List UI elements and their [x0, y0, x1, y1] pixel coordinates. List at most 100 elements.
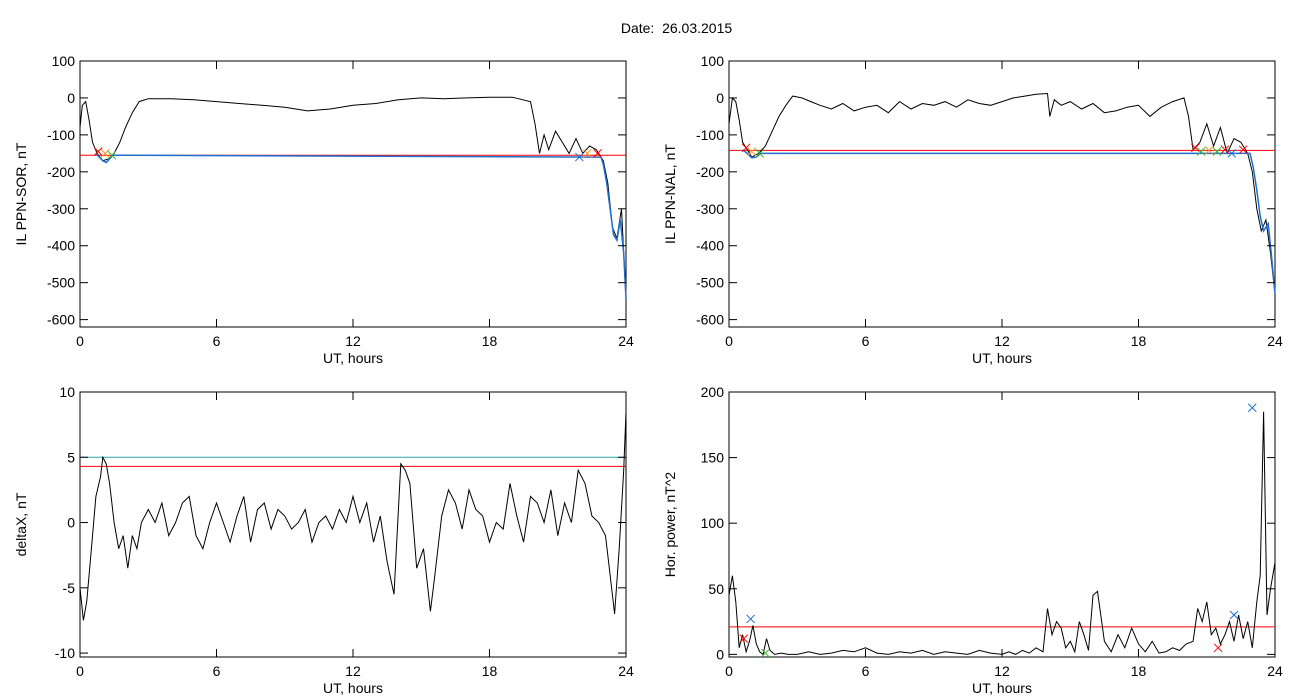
- x-tick-label: 0: [76, 333, 84, 349]
- x-tick-label: 12: [994, 663, 1010, 679]
- series-line-1: [742, 149, 1276, 294]
- y-tick-label: 200: [701, 384, 725, 400]
- x-marker: [747, 147, 757, 156]
- x-tick-label: 6: [862, 663, 870, 679]
- x-marker: [739, 634, 749, 643]
- x-tick-label: 6: [862, 333, 870, 349]
- y-axis-label: IL PPN-NAL, nT: [662, 144, 678, 244]
- x-marker-stroke: [1220, 145, 1230, 155]
- y-tick-label: -200: [47, 164, 75, 180]
- x-marker-stroke: [1213, 643, 1223, 653]
- x-axis-label: UT, hours: [972, 680, 1032, 696]
- x-marker: [741, 143, 751, 153]
- x-tick-label: 18: [482, 663, 498, 679]
- y-tick-label: -500: [47, 275, 75, 291]
- plot-frame: [79, 60, 627, 328]
- chart-panel-il-ppn-nal: 0 6 12 18 24 100 0 -100 -200 -300 -400 -500 -600 UT, …: [662, 53, 1283, 366]
- figure-title: Date: 26.03.2015: [620, 20, 733, 36]
- x-marker: [1196, 147, 1206, 156]
- x-marker: [1212, 147, 1222, 156]
- y-tick-label: -100: [696, 127, 724, 143]
- x-marker: [1220, 145, 1230, 155]
- x-tick-label: 18: [482, 333, 498, 349]
- x-tick-label: 6: [213, 663, 221, 679]
- y-axis-label: deltaX, nT: [13, 492, 29, 556]
- x-tick-label: 24: [1267, 333, 1283, 349]
- y-tick-label: 10: [59, 384, 75, 400]
- x-marker: [1238, 145, 1248, 155]
- series-line-0: [79, 96, 627, 300]
- plot-frame: [79, 391, 627, 658]
- series-line-0: [728, 92, 1276, 294]
- x-marker: [93, 147, 103, 156]
- y-tick-label: -300: [47, 201, 75, 217]
- y-tick-label: -600: [47, 312, 75, 328]
- y-tick-label: -200: [696, 164, 724, 180]
- x-marker-stroke: [739, 634, 749, 643]
- x-marker: [755, 149, 765, 158]
- x-tick-label: 24: [1267, 663, 1283, 679]
- y-tick-label: 0: [67, 90, 75, 106]
- x-tick-label: 12: [345, 333, 361, 349]
- x-marker: [1247, 403, 1257, 413]
- x-tick-label: 12: [994, 333, 1010, 349]
- x-tick-label: 18: [1131, 333, 1147, 349]
- x-marker-stroke: [100, 149, 110, 158]
- x-marker-stroke: [1204, 146, 1214, 155]
- x-marker-stroke: [755, 149, 765, 158]
- x-marker: [746, 614, 755, 624]
- series-line-0: [79, 411, 627, 621]
- x-marker-stroke: [1238, 145, 1248, 155]
- y-tick-label: -100: [47, 127, 75, 143]
- y-tick-label: -400: [696, 238, 724, 254]
- x-marker-stroke: [747, 147, 757, 156]
- chart-panel-il-ppn-sor: 0 6 12 18 24 100 0 -100 -200 -300 -400 -500 -600 UT, …: [13, 53, 634, 366]
- x-marker-stroke: [93, 147, 103, 156]
- x-axis-label: UT, hours: [323, 680, 383, 696]
- x-marker: [1191, 143, 1200, 153]
- y-axis-label: IL PPN-SOR, nT: [13, 142, 29, 245]
- y-tick-label: 100: [701, 53, 725, 69]
- x-axis-label: UT, hours: [972, 350, 1032, 366]
- series-line-0: [728, 411, 1276, 656]
- x-marker-stroke: [582, 149, 592, 158]
- y-tick-label: -5: [63, 580, 76, 596]
- y-tick-label: 150: [701, 450, 725, 466]
- x-marker-stroke: [741, 143, 751, 153]
- x-marker: [1229, 610, 1239, 620]
- x-marker-stroke: [593, 149, 602, 158]
- x-marker-stroke: [761, 648, 770, 658]
- x-tick-label: 24: [618, 333, 634, 349]
- x-marker: [100, 149, 110, 158]
- x-tick-label: 18: [1131, 663, 1147, 679]
- x-marker-stroke: [1247, 403, 1257, 413]
- x-marker: [593, 149, 602, 158]
- x-tick-label: 0: [725, 663, 733, 679]
- x-marker-stroke: [1212, 147, 1222, 156]
- y-tick-label: -500: [696, 275, 724, 291]
- y-tick-label: 0: [716, 90, 724, 106]
- x-axis-label: UT, hours: [323, 350, 383, 366]
- x-marker: [582, 149, 592, 158]
- x-tick-label: 0: [725, 333, 733, 349]
- x-marker-stroke: [1229, 610, 1239, 620]
- x-marker-stroke: [746, 614, 755, 624]
- x-tick-label: 12: [345, 663, 361, 679]
- y-axis-label: Hor. power, nT^2: [662, 472, 678, 578]
- x-marker: [575, 152, 584, 162]
- y-tick-label: 100: [701, 515, 725, 531]
- y-tick-label: -400: [47, 238, 75, 254]
- x-marker: [1204, 146, 1214, 155]
- x-marker-stroke: [575, 152, 584, 162]
- x-tick-label: 24: [618, 663, 634, 679]
- y-tick-label: 50: [708, 581, 724, 597]
- x-marker: [761, 648, 770, 658]
- y-tick-label: 5: [67, 449, 75, 465]
- plot-frame: [728, 391, 1276, 658]
- x-marker: [107, 150, 117, 160]
- x-marker: [1227, 149, 1237, 158]
- chart-panel-deltax: 0 6 12 18 24 10 5 0 -5 -10 UT, hours deltaX, nT: [13, 384, 634, 696]
- y-tick-label: -10: [55, 645, 75, 661]
- x-tick-label: 6: [213, 333, 221, 349]
